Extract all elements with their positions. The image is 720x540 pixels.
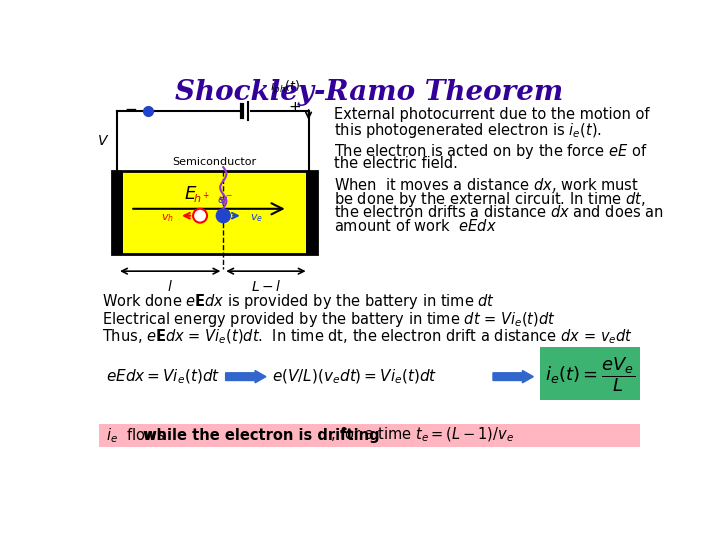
Text: External photocurrent due to the motion of: External photocurrent due to the motion … bbox=[334, 107, 649, 122]
Circle shape bbox=[193, 209, 207, 222]
Text: Semiconductor: Semiconductor bbox=[172, 157, 256, 167]
Text: When  it moves a distance $dx$, work must: When it moves a distance $dx$, work must bbox=[334, 177, 639, 194]
Text: $h^+$: $h^+$ bbox=[193, 191, 210, 206]
Text: The electron is acted on by the force $eE$ of: The electron is acted on by the force $e… bbox=[334, 142, 648, 161]
Text: this photogenerated electron is $i_e(t)$.: this photogenerated electron is $i_e(t)$… bbox=[334, 121, 602, 140]
Text: $e^-$: $e^-$ bbox=[217, 195, 233, 206]
Bar bbox=[306, 171, 317, 254]
Text: Thus, $e\mathbf{E}dx$ = $Vi_e(t)dt$.  In time dt, the electron drift a distance : Thus, $e\mathbf{E}dx$ = $Vi_e(t)dt$. In … bbox=[102, 327, 632, 346]
Text: the electric field.: the electric field. bbox=[334, 156, 458, 171]
Text: , for a time $t_e = (L-1)/v_e$: , for a time $t_e = (L-1)/v_e$ bbox=[330, 426, 514, 444]
FancyArrow shape bbox=[225, 370, 266, 383]
Bar bbox=[112, 171, 317, 254]
Text: amount of work  $eEdx$: amount of work $eEdx$ bbox=[334, 218, 497, 234]
Text: $e(V/L)(v_e dt) = Vi_e(t)dt$: $e(V/L)(v_e dt) = Vi_e(t)dt$ bbox=[272, 367, 438, 386]
Text: be done by the external circuit. In time $dt$,: be done by the external circuit. In time… bbox=[334, 190, 646, 210]
Text: Electrical energy provided by the battery in time $dt$ = $Vi_e(t)dt$: Electrical energy provided by the batter… bbox=[102, 309, 555, 329]
Text: Work done $e\mathbf{E}dx$ is provided by the battery in time $dt$: Work done $e\mathbf{E}dx$ is provided by… bbox=[102, 292, 495, 311]
Text: $-$: $-$ bbox=[125, 100, 138, 116]
Text: $l$: $l$ bbox=[167, 279, 173, 294]
Bar bbox=[539, 347, 640, 400]
Text: $+$: $+$ bbox=[288, 100, 301, 116]
Bar bbox=[99, 423, 640, 447]
Text: $v_h$: $v_h$ bbox=[161, 212, 174, 224]
Text: $i_e$  flows: $i_e$ flows bbox=[106, 426, 166, 444]
Text: $v_e$: $v_e$ bbox=[250, 212, 263, 224]
Text: Shockley-Ramo Theorem: Shockley-Ramo Theorem bbox=[175, 79, 563, 106]
Text: $i_{ph}(t)$: $i_{ph}(t)$ bbox=[270, 79, 301, 97]
Bar bbox=[112, 171, 122, 254]
Text: $V$: $V$ bbox=[97, 134, 109, 148]
FancyArrow shape bbox=[493, 370, 534, 383]
Text: the electron drifts a distance $dx$ and does an: the electron drifts a distance $dx$ and … bbox=[334, 204, 664, 220]
Text: while the electron is drifting: while the electron is drifting bbox=[143, 428, 379, 443]
Text: $L-l$: $L-l$ bbox=[251, 279, 282, 294]
Text: $eEdx = Vi_e(t)dt$: $eEdx = Vi_e(t)dt$ bbox=[106, 367, 220, 386]
Circle shape bbox=[216, 209, 230, 222]
Text: $E$: $E$ bbox=[184, 185, 197, 202]
Text: $i_e(t) = \dfrac{eV_e}{L}$: $i_e(t) = \dfrac{eV_e}{L}$ bbox=[545, 356, 635, 394]
